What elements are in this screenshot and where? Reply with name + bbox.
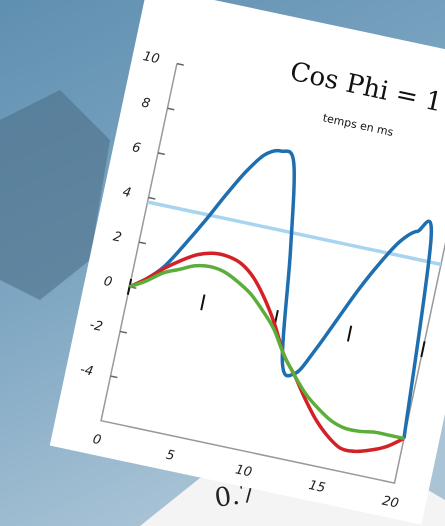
screenshot: 0.7 Cos Phi = 1 temps en ms -4-202468100…: [0, 0, 445, 526]
